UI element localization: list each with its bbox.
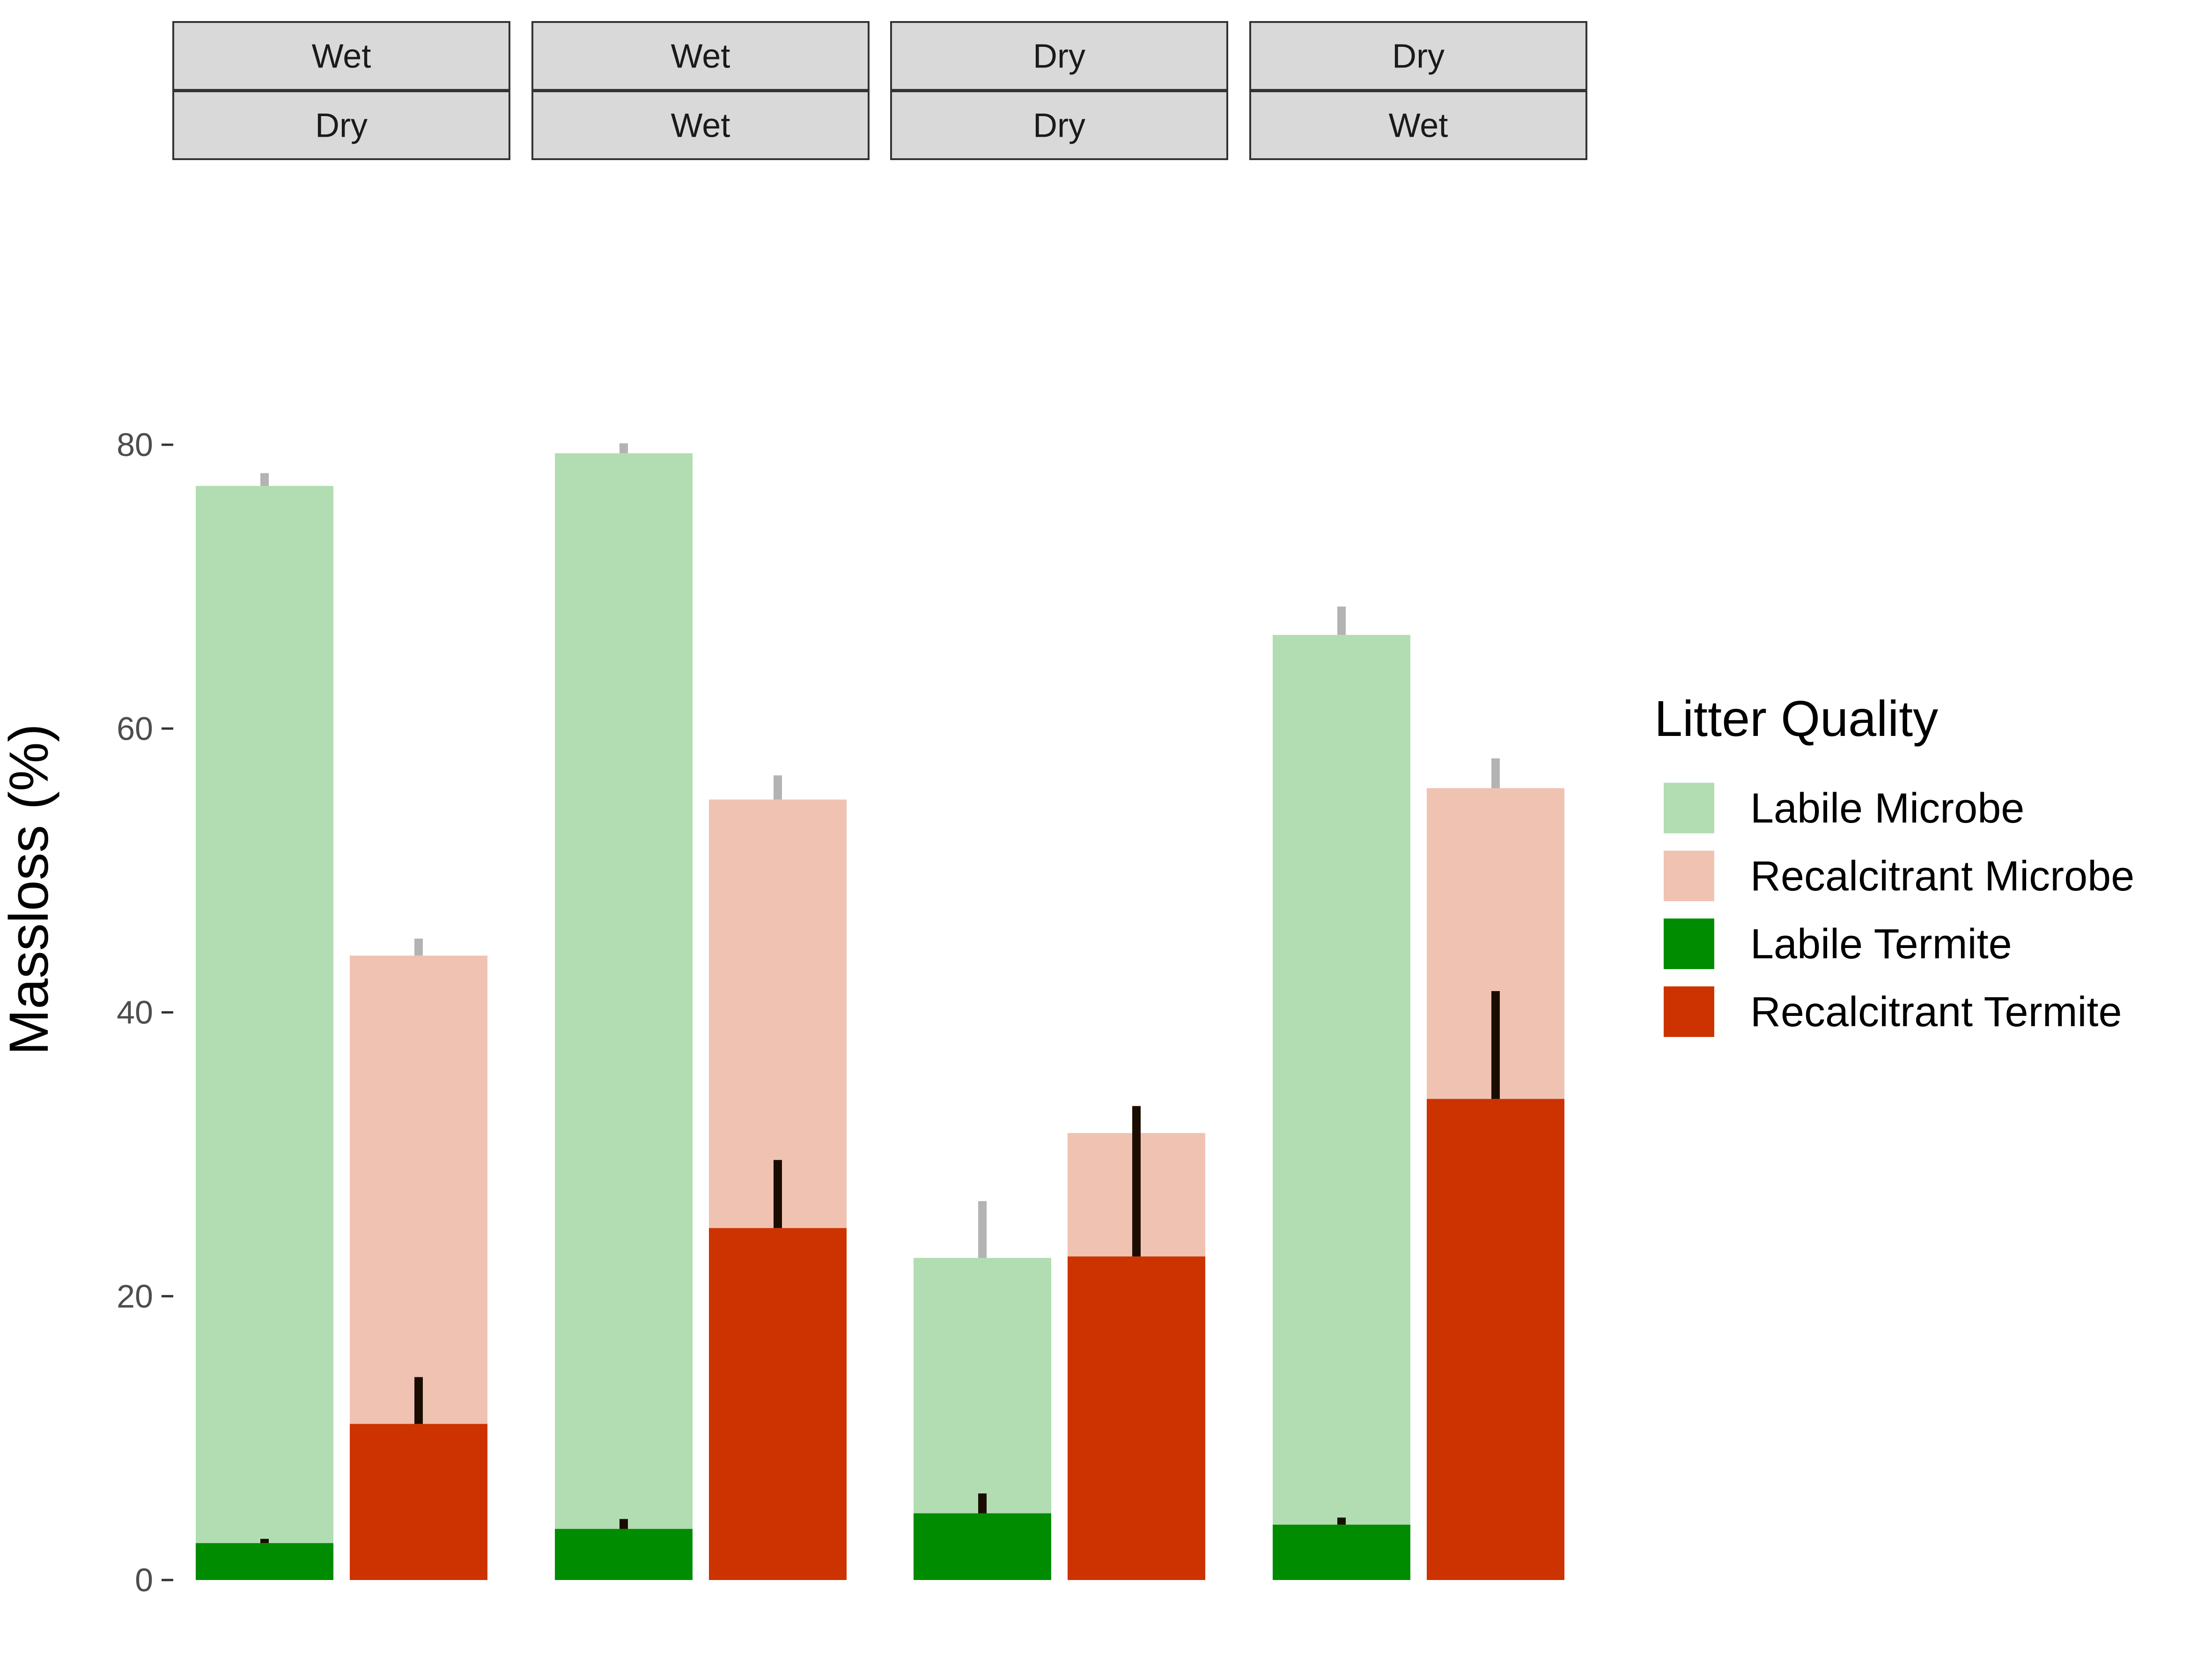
facet-strip-label-top-2: Wet — [671, 38, 730, 75]
bar-recalcitrant-termite-panel-3 — [1068, 1256, 1205, 1580]
legend-title: Litter Quality — [1654, 690, 1938, 747]
error-bar-labile-termite-panel-2 — [619, 1519, 628, 1529]
legend-label-labile-termite: Labile Termite — [1750, 921, 2012, 968]
facet-strip-top-2 — [531, 21, 870, 91]
legend-label-labile-microbe: Labile Microbe — [1750, 785, 2024, 832]
bar-recalcitrant-termite-panel-4 — [1427, 1099, 1564, 1580]
legend-key-labile-termite — [1664, 919, 1714, 969]
error-bar-recalcitrant-microbe-panel-1 — [414, 938, 423, 956]
facet-strip-label-top-3: Dry — [1033, 38, 1085, 75]
error-bar-labile-microbe-panel-4 — [1337, 606, 1346, 635]
facet-strip-label-bottom-3: Dry — [1033, 107, 1085, 145]
facet-strip-top-3 — [890, 21, 1228, 91]
y-tick-label-20: 20 — [117, 1278, 153, 1315]
facet-strip-label-bottom-4: Wet — [1389, 107, 1448, 145]
facet-strip-label-top-1: Wet — [312, 38, 371, 75]
bars-layer — [196, 443, 1564, 1580]
bar-labile-microbe-panel-4 — [1273, 635, 1410, 1580]
bar-labile-termite-panel-4 — [1273, 1524, 1410, 1580]
facet-strips: Wet Dry Wet Wet Dry Dry Dry Wet — [172, 21, 1587, 160]
error-bar-labile-microbe-panel-1 — [260, 473, 269, 486]
facet-strip-bottom-3 — [890, 90, 1228, 160]
error-bar-labile-microbe-panel-3 — [978, 1201, 987, 1258]
error-bar-recalcitrant-microbe-panel-4 — [1491, 758, 1500, 788]
y-tick-label-0: 0 — [135, 1562, 153, 1598]
facet-strip-bottom-2 — [531, 90, 870, 160]
bar-labile-microbe-panel-2 — [555, 453, 693, 1580]
facet-strip-bottom-1 — [172, 90, 510, 160]
legend-key-recalcitrant-termite — [1664, 986, 1714, 1037]
bar-labile-termite-panel-2 — [555, 1529, 693, 1580]
legend-key-recalcitrant-microbe — [1664, 851, 1714, 901]
facet-strip-label-bottom-1: Dry — [315, 107, 368, 145]
y-axis: 0 20 40 60 80 — [117, 426, 173, 1598]
bar-recalcitrant-termite-panel-1 — [350, 1424, 487, 1580]
bar-labile-microbe-panel-1 — [196, 485, 333, 1580]
error-bar-recalcitrant-termite-panel-3 — [1132, 1106, 1141, 1257]
error-bar-labile-termite-panel-1 — [260, 1539, 269, 1543]
error-bar-recalcitrant-termite-panel-4 — [1491, 991, 1500, 1099]
bar-labile-termite-panel-1 — [196, 1543, 333, 1580]
facet-strip-bottom-4 — [1249, 90, 1587, 160]
legend: Litter Quality Labile Microbe Recalcitran… — [1654, 690, 2134, 1037]
error-bar-recalcitrant-microbe-panel-2 — [774, 775, 782, 800]
y-tick-label-80: 80 — [117, 426, 153, 463]
error-bar-labile-termite-panel-4 — [1337, 1517, 1346, 1525]
error-bar-labile-microbe-panel-2 — [619, 443, 628, 454]
facet-strip-top-4 — [1249, 21, 1587, 91]
facet-strip-label-top-4: Dry — [1392, 38, 1445, 75]
legend-key-labile-microbe — [1664, 783, 1714, 833]
facet-strip-label-bottom-2: Wet — [671, 107, 730, 145]
error-bar-recalcitrant-termite-panel-1 — [414, 1377, 423, 1424]
error-bar-recalcitrant-termite-panel-2 — [774, 1160, 782, 1228]
bar-labile-termite-panel-3 — [914, 1513, 1051, 1580]
error-bar-labile-termite-panel-3 — [978, 1493, 987, 1514]
facet-strip-top-1 — [172, 21, 510, 91]
y-tick-label-40: 40 — [117, 994, 153, 1031]
legend-label-recalcitrant-termite: Recalcitrant Termite — [1750, 989, 2122, 1036]
y-axis-label: Massloss (%) — [0, 724, 60, 1055]
bar-recalcitrant-termite-panel-2 — [709, 1228, 847, 1580]
y-tick-label-60: 60 — [117, 710, 153, 747]
legend-label-recalcitrant-microbe: Recalcitrant Microbe — [1750, 853, 2134, 900]
